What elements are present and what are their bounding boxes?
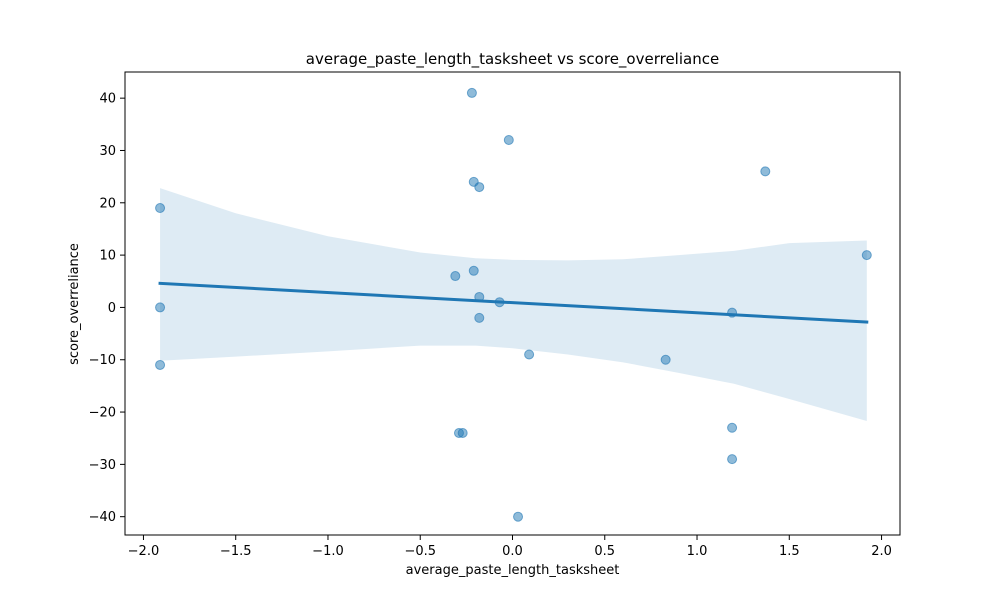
x-axis-label: average_paste_length_tasksheet <box>406 563 620 578</box>
x-tick-label: −1.5 <box>220 544 252 559</box>
data-point <box>474 182 485 193</box>
data-point <box>513 511 524 522</box>
data-point <box>474 312 485 323</box>
data-point <box>468 265 479 276</box>
x-tick-label: 0.0 <box>502 544 523 559</box>
y-tick-label: 40 <box>99 92 116 107</box>
x-tick-label: 2.0 <box>871 544 892 559</box>
data-point <box>760 166 771 177</box>
data-point <box>155 302 166 313</box>
data-point <box>450 271 461 282</box>
data-point <box>503 135 514 146</box>
data-point <box>727 422 738 433</box>
y-tick-label: 0 <box>108 301 116 316</box>
y-tick-label: −10 <box>89 353 116 368</box>
y-axis-label: score_overreliance <box>67 243 82 365</box>
plot-area: −2.0 −1.5 −1.0 −0.5 0.0 0.5 1.0 1.5 2.0 −40 −30 −20… <box>89 71 901 559</box>
x-tick-label: 1.0 <box>687 544 708 559</box>
x-tick-label: 0.5 <box>594 544 615 559</box>
confidence-band <box>160 188 867 421</box>
data-point <box>524 349 535 360</box>
data-point <box>155 359 166 370</box>
data-point <box>155 203 166 214</box>
chart-title: average_paste_length_tasksheet vs score_… <box>306 50 719 69</box>
data-point <box>727 454 738 465</box>
data-point <box>660 354 671 365</box>
y-tick-label: −40 <box>89 510 116 525</box>
data-point <box>861 250 872 261</box>
y-tick-label: 30 <box>99 144 116 159</box>
data-point <box>466 87 477 98</box>
x-tick-label: −2.0 <box>128 544 160 559</box>
y-tick-label: 20 <box>99 196 116 211</box>
y-tick-label: −30 <box>89 458 116 473</box>
x-tick-label: −1.0 <box>312 544 344 559</box>
regression-line <box>158 281 869 324</box>
x-tick-label: 1.5 <box>779 544 800 559</box>
y-tick-label: 10 <box>99 249 116 264</box>
y-tick-label: −20 <box>89 406 116 421</box>
x-tick-label: −0.5 <box>404 544 436 559</box>
data-point <box>457 427 468 438</box>
